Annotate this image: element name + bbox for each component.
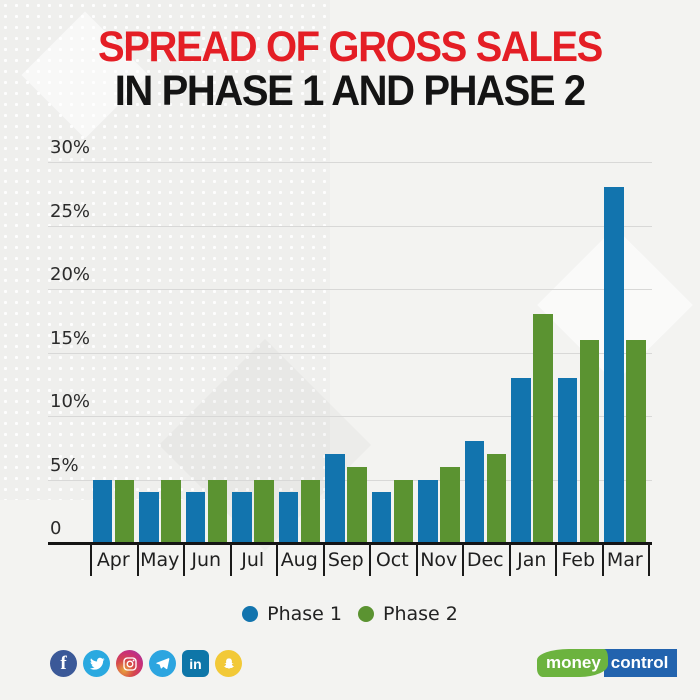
x-axis [48,542,652,545]
x-axis-tick [555,544,557,576]
x-axis-tick [183,544,185,576]
bar-phase1-dec [464,441,484,543]
legend-dot [242,606,259,622]
gridline-20% [48,289,652,290]
x-axis-label-jan: Jan [517,549,547,571]
x-axis-label-jul: Jul [241,549,265,571]
legend-item-phase-2: Phase 2 [358,603,458,625]
x-axis-tick [136,544,139,576]
bar-phase2-jan [533,314,553,543]
x-axis-label-nov: Nov [420,549,458,571]
bar-phase2-sep [347,466,367,543]
bar-phase2-aug [300,479,320,543]
legend-label: Phase 1 [267,603,342,625]
legend-label: Phase 2 [383,603,458,625]
bar-phase1-may [139,492,159,543]
chart-title: SPREAD OF GROSS SALES IN PHASE 1 AND PHA… [0,23,700,115]
bar-phase2-oct [393,479,413,543]
bar-phase2-dec [486,454,506,543]
instagram-icon[interactable] [116,650,143,677]
chart-legend: Phase 1 Phase 2 [0,603,700,625]
bar-phase1-apr [92,479,112,543]
bar-phase1-nov [418,479,438,543]
x-axis-label-may: May [140,549,180,571]
title-line-1: SPREAD OF GROSS SALES [97,23,603,71]
x-axis-tick [90,544,92,576]
bar-phase2-mar [626,339,646,543]
y-axis-label: 20% [50,264,91,285]
gridline-15% [48,352,652,354]
bar-phase2-apr [114,479,134,543]
x-axis-label-feb: Feb [561,549,596,571]
x-axis-label-apr: Apr [96,549,130,571]
bar-phase2-feb [579,339,599,543]
facebook-icon[interactable]: f [50,650,77,677]
x-axis-tick [229,544,232,576]
x-axis-tick [276,544,278,576]
bar-phase1-jul [232,492,252,543]
y-axis-label: 15% [50,327,91,349]
gridline-10% [48,416,652,417]
telegram-icon[interactable] [149,650,176,677]
moneycontrol-logo: money control [537,649,678,677]
y-axis-label: 10% [50,391,91,412]
x-axis-tick [462,544,464,576]
x-axis-tick [415,544,418,576]
bar-phase1-feb [557,377,577,543]
bar-phase1-jan [511,377,531,543]
x-axis-label-oct: Oct [375,549,409,571]
title-line-2: IN PHASE 1 AND PHASE 2 [114,66,586,115]
social-icons-row: f in [50,650,242,677]
bar-phase1-aug [278,492,298,543]
twitter-icon[interactable] [83,650,110,677]
logo-money: money [537,649,608,677]
bar-phase2-may [161,479,181,543]
x-axis-tick [648,544,650,576]
x-axis-label-aug: Aug [280,549,318,571]
linkedin-icon[interactable]: in [182,650,209,677]
legend-dot [358,606,374,622]
x-axis-tick [322,544,325,576]
x-axis-label-jun: Jun [191,549,222,571]
bar-phase1-oct [371,492,391,543]
x-axis-tick [601,544,604,576]
y-axis-label: 25% [50,200,91,222]
bar-phase2-nov [440,466,460,543]
logo-control: control [603,649,678,677]
y-axis-label: 5% [50,454,79,476]
x-axis-label-dec: Dec [466,549,504,571]
bar-phase1-sep [325,454,345,543]
legend-item-phase-1: Phase 1 [242,603,342,625]
bar-phase2-jul [254,479,274,543]
y-axis-label: 0 [50,518,62,539]
y-axis-label: 30% [50,137,91,158]
x-axis-label-sep: Sep [327,549,364,571]
bar-phase2-jun [207,479,227,543]
x-axis-label-mar: Mar [606,549,643,571]
x-axis-tick [369,544,371,576]
bar-phase1-mar [604,187,624,543]
gridline-30% [48,162,652,163]
bar-phase1-jun [185,492,205,543]
x-axis-tick [508,544,511,576]
gridline-25% [48,225,652,227]
snapchat-icon[interactable] [215,650,242,677]
